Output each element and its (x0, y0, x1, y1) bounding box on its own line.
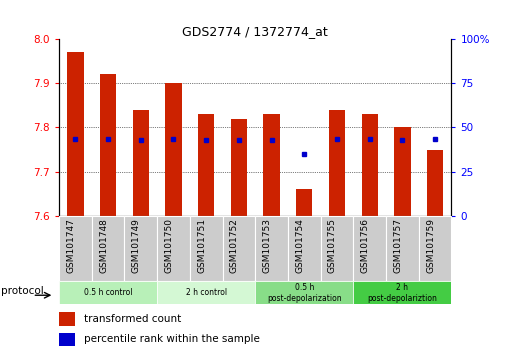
FancyBboxPatch shape (288, 216, 321, 281)
FancyBboxPatch shape (386, 216, 419, 281)
FancyBboxPatch shape (321, 216, 353, 281)
Text: GSM101753: GSM101753 (263, 218, 271, 273)
Text: GSM101755: GSM101755 (328, 218, 337, 273)
Bar (263, 114, 280, 216)
FancyBboxPatch shape (157, 216, 190, 281)
Text: GSM101754: GSM101754 (295, 218, 304, 273)
Bar (296, 189, 312, 216)
Text: GSM101749: GSM101749 (132, 218, 141, 273)
Text: GSM101757: GSM101757 (393, 218, 402, 273)
Text: GSM101759: GSM101759 (426, 218, 435, 273)
Text: protocol: protocol (1, 286, 44, 296)
FancyBboxPatch shape (59, 216, 92, 281)
Text: GSM101748: GSM101748 (99, 218, 108, 273)
FancyBboxPatch shape (157, 281, 255, 304)
FancyBboxPatch shape (124, 216, 157, 281)
Bar (329, 110, 345, 216)
Bar (198, 114, 214, 216)
Title: GDS2774 / 1372774_at: GDS2774 / 1372774_at (182, 25, 328, 38)
Bar (100, 74, 116, 216)
FancyBboxPatch shape (59, 281, 157, 304)
FancyBboxPatch shape (255, 281, 353, 304)
Bar (59, 333, 75, 346)
FancyBboxPatch shape (223, 216, 255, 281)
Bar (231, 119, 247, 216)
Bar (132, 110, 149, 216)
Text: 2 h
post-depolariztion: 2 h post-depolariztion (367, 283, 437, 303)
FancyBboxPatch shape (353, 216, 386, 281)
Bar (165, 83, 182, 216)
Text: 0.5 h control: 0.5 h control (84, 289, 132, 297)
Text: GSM101750: GSM101750 (165, 218, 173, 273)
FancyBboxPatch shape (92, 216, 124, 281)
FancyBboxPatch shape (190, 216, 223, 281)
Text: GSM101752: GSM101752 (230, 218, 239, 273)
Bar (427, 149, 443, 216)
Text: GSM101747: GSM101747 (66, 218, 75, 273)
Bar (394, 127, 410, 216)
Text: 0.5 h
post-depolarization: 0.5 h post-depolarization (267, 283, 342, 303)
Bar (59, 312, 75, 326)
FancyBboxPatch shape (419, 216, 451, 281)
FancyBboxPatch shape (255, 216, 288, 281)
FancyBboxPatch shape (353, 281, 451, 304)
Bar (67, 52, 84, 216)
Text: percentile rank within the sample: percentile rank within the sample (84, 335, 260, 344)
Text: 2 h control: 2 h control (186, 289, 227, 297)
Text: GSM101751: GSM101751 (197, 218, 206, 273)
Text: transformed count: transformed count (84, 314, 181, 324)
Bar (362, 114, 378, 216)
Text: GSM101756: GSM101756 (361, 218, 370, 273)
